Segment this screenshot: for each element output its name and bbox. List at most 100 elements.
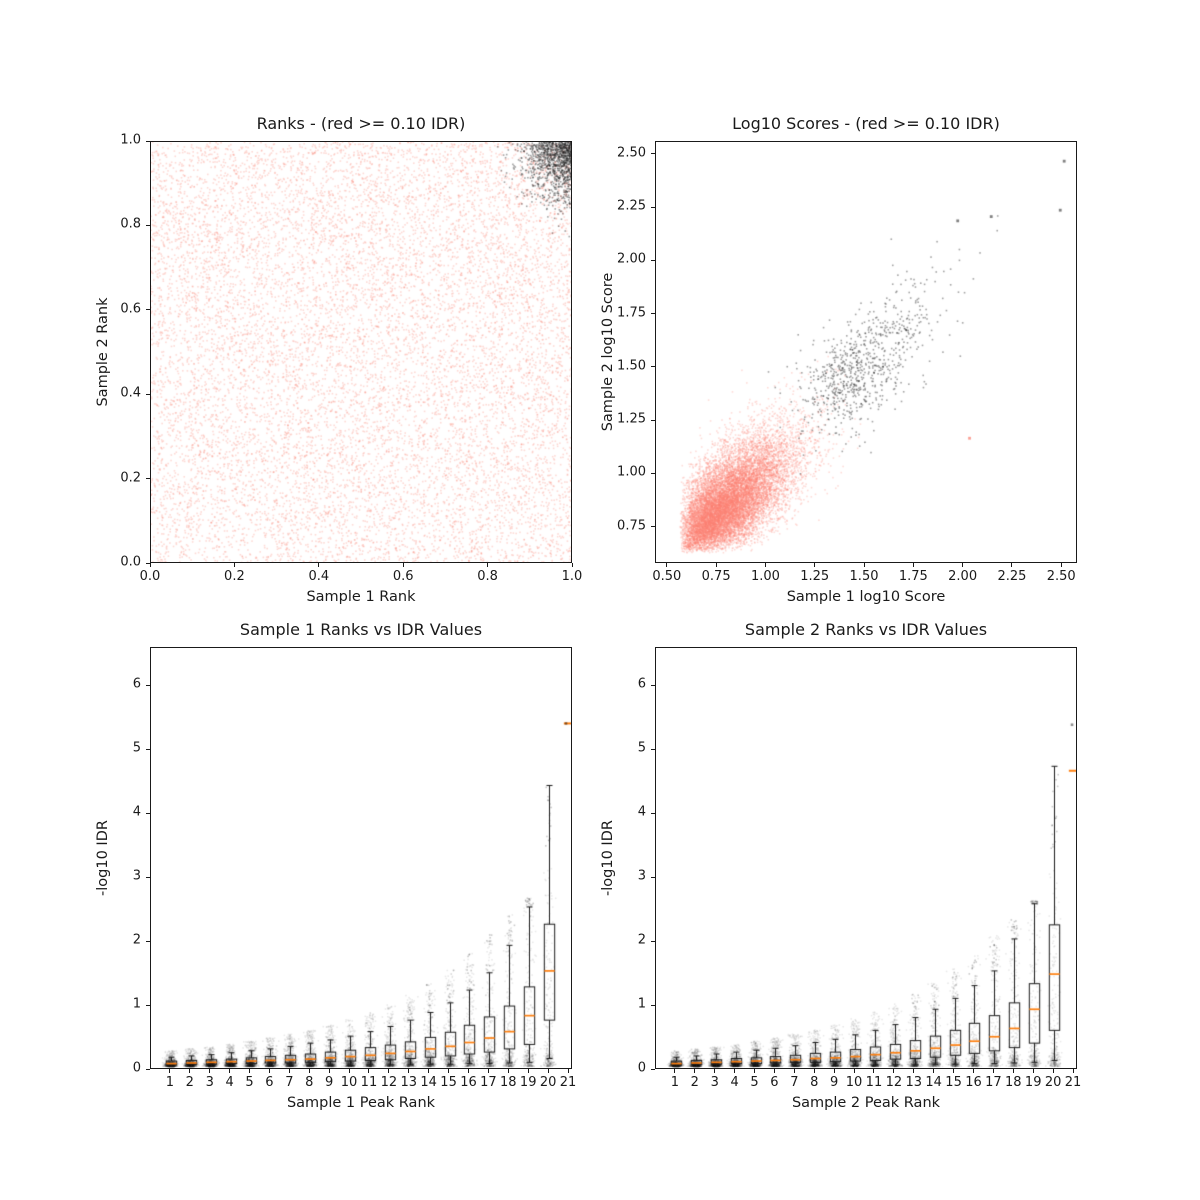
x-tick-mark: [408, 1069, 410, 1073]
y-tick-mark: [651, 526, 655, 528]
y-tick-mark: [146, 1068, 150, 1070]
x-tick-label: 13: [905, 1075, 923, 1090]
rank-scatter-canvas: [151, 142, 571, 562]
x-tick-mark: [288, 1069, 290, 1073]
x-tick-mark: [318, 563, 320, 567]
x-tick-label: 15: [440, 1075, 457, 1090]
y-tick-label: 0.0: [120, 554, 141, 570]
x-tick-label: 8: [305, 1075, 314, 1090]
x-tick-mark: [1072, 1069, 1074, 1073]
y-tick-label: 0.8: [120, 216, 141, 232]
x-tick-mark: [913, 1069, 915, 1073]
x-tick-mark: [1012, 1069, 1014, 1073]
y-tick-mark: [651, 1068, 655, 1070]
y-axis-label: Sample 2 log10 Score: [600, 272, 616, 432]
x-tick-mark: [863, 563, 865, 567]
x-tick-label: 7: [790, 1075, 799, 1090]
y-tick-mark: [651, 940, 655, 942]
x-tick-label: 19: [519, 1075, 537, 1090]
x-tick-label: 1.25: [800, 569, 830, 584]
y-tick-mark: [651, 206, 655, 208]
x-tick-label: 1.0: [561, 569, 583, 584]
x-tick-label: 6: [265, 1075, 274, 1090]
y-tick-mark: [146, 478, 150, 480]
x-tick-mark: [793, 1069, 795, 1073]
x-tick-mark: [507, 1069, 509, 1073]
y-tick-mark: [146, 876, 150, 878]
x-tick-mark: [567, 1069, 569, 1073]
y-axis-label: -log10 IDR: [600, 820, 616, 896]
x-tick-mark: [571, 563, 573, 567]
y-tick-label: 0.2: [120, 470, 141, 486]
sample1-idr-boxplot-canvas: [151, 648, 571, 1068]
y-tick-mark: [146, 224, 150, 226]
x-tick-mark: [487, 1069, 489, 1073]
y-tick-label: 0.75: [617, 518, 646, 534]
chart-title: Ranks - (red >= 0.10 IDR): [256, 114, 466, 133]
y-tick-label: 2: [637, 932, 646, 948]
y-tick-label: 1: [132, 996, 141, 1012]
x-tick-mark: [169, 1069, 171, 1073]
x-tick-mark: [814, 563, 816, 567]
x-tick-label: 18: [500, 1075, 517, 1090]
x-axis-label: Sample 1 Peak Rank: [286, 1095, 436, 1111]
x-tick-mark: [715, 563, 717, 567]
x-tick-label: 1.50: [849, 569, 879, 584]
x-tick-label: 15: [945, 1075, 962, 1090]
x-tick-label: 0.75: [701, 569, 731, 584]
x-tick-label: 11: [360, 1075, 378, 1090]
plot-area: [655, 141, 1077, 563]
x-axis-label: Sample 1 Rank: [306, 589, 416, 605]
y-tick-mark: [146, 393, 150, 395]
x-tick-mark: [233, 563, 235, 567]
x-tick-label: 12: [885, 1075, 903, 1090]
x-tick-label: 1: [165, 1075, 175, 1090]
x-tick-mark: [268, 1069, 270, 1073]
y-tick-label: 0.6: [120, 301, 141, 317]
y-tick-label: 2: [132, 932, 141, 948]
x-tick-label: 21: [1064, 1075, 1082, 1090]
x-tick-label: 17: [480, 1075, 497, 1090]
y-tick-label: 1: [637, 996, 646, 1012]
y-tick-mark: [146, 748, 150, 750]
score-scatter-canvas: [656, 142, 1076, 562]
y-tick-mark: [146, 562, 150, 564]
y-tick-label: 4: [132, 804, 141, 820]
x-tick-mark: [912, 563, 914, 567]
x-tick-label: 13: [400, 1075, 418, 1090]
x-tick-label: 10: [340, 1075, 358, 1090]
chart-title: Log10 Scores - (red >= 0.10 IDR): [732, 114, 1000, 133]
x-tick-mark: [448, 1069, 450, 1073]
x-tick-label: 20: [539, 1075, 557, 1090]
x-tick-mark: [962, 563, 964, 567]
x-tick-label: 2: [185, 1075, 194, 1090]
y-tick-mark: [146, 940, 150, 942]
y-tick-mark: [651, 1004, 655, 1006]
x-tick-mark: [229, 1069, 231, 1073]
y-tick-label: 1.00: [617, 465, 646, 481]
x-tick-label: 3: [710, 1075, 719, 1090]
plot-area: [150, 647, 572, 1069]
y-tick-label: 2.25: [617, 198, 646, 214]
x-tick-mark: [149, 563, 151, 567]
x-tick-mark: [813, 1069, 815, 1073]
y-tick-mark: [146, 684, 150, 686]
y-tick-mark: [651, 313, 655, 315]
x-tick-label: 2.25: [997, 569, 1027, 584]
y-tick-label: 1.75: [617, 305, 646, 321]
x-tick-mark: [368, 1069, 370, 1073]
x-tick-label: 8: [810, 1075, 819, 1090]
x-tick-mark: [428, 1069, 430, 1073]
x-tick-mark: [388, 1069, 390, 1073]
x-tick-mark: [527, 1069, 529, 1073]
x-tick-mark: [348, 1069, 350, 1073]
subplot-score-scatter: Log10 Scores - (red >= 0.10 IDR) Sample …: [600, 114, 1077, 605]
x-tick-label: 0.0: [139, 569, 161, 584]
sample2-idr-boxplot-canvas: [656, 648, 1076, 1068]
x-tick-mark: [666, 563, 668, 567]
x-tick-mark: [1011, 563, 1013, 567]
x-tick-label: 2.50: [1046, 569, 1076, 584]
x-axis-label: Sample 2 Peak Rank: [791, 1095, 941, 1111]
y-tick-label: 0: [637, 1060, 646, 1076]
x-tick-mark: [754, 1069, 756, 1073]
